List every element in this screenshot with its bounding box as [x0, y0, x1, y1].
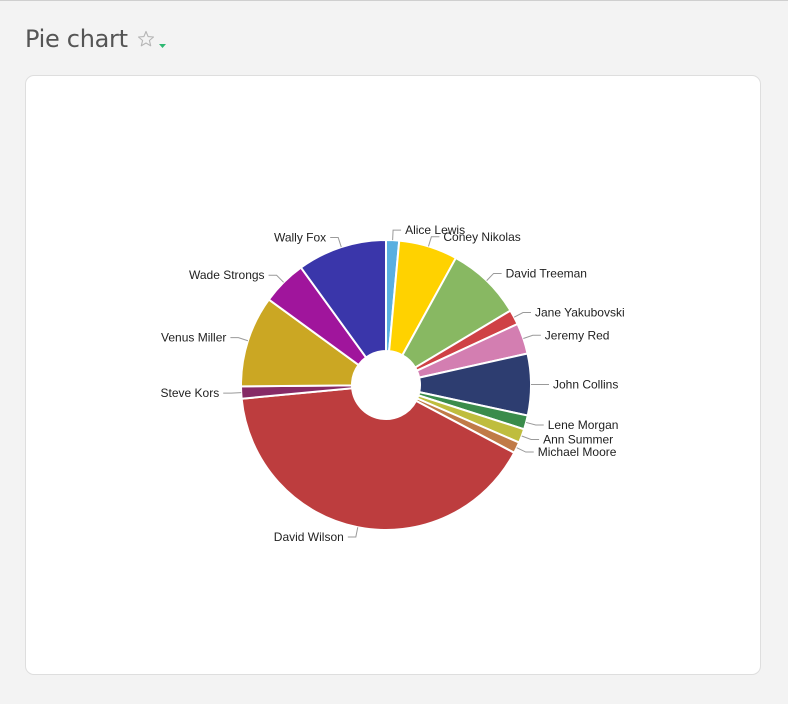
- page-title: Pie chart: [25, 25, 128, 53]
- slice-label: Michael Moore: [538, 445, 617, 459]
- leader-line: [513, 312, 532, 318]
- page-header: Pie chart: [25, 22, 167, 56]
- slice-label: Jeremy Red: [545, 328, 610, 342]
- slice-label: Steve Kors: [161, 386, 220, 400]
- pie-slice[interactable]: [299, 239, 387, 359]
- leader-line: [268, 274, 284, 283]
- chart-card: Alice Lewis Coney Nikolas David Treeman Jan…: [25, 75, 761, 675]
- slice-label: Wade Strongs: [189, 268, 265, 282]
- slice-label: Wally Fox: [274, 231, 326, 245]
- slice-label: David Wilson: [274, 530, 344, 544]
- pie-slice[interactable]: [240, 387, 516, 531]
- leader-line: [330, 237, 342, 248]
- slice-label: Coney Nikolas: [443, 230, 520, 244]
- slice-label: Ann Summer: [543, 432, 613, 446]
- leader-line: [486, 272, 502, 281]
- leader-line: [230, 337, 249, 342]
- star-icon[interactable]: [137, 30, 155, 48]
- leader-line: [392, 229, 402, 241]
- pie-slice[interactable]: [240, 298, 360, 388]
- slices: [240, 239, 532, 531]
- leader-line: [223, 392, 242, 394]
- leader-line: [521, 435, 540, 440]
- caret-down-icon[interactable]: [158, 36, 167, 48]
- slice-label: Venus Miller: [161, 331, 226, 345]
- leader-line: [516, 447, 534, 453]
- slice-label: Alice Lewis: [405, 223, 465, 237]
- slice-label: Jane Yakubovski: [535, 306, 625, 320]
- leader-line: [427, 236, 440, 247]
- slice-label: David Treeman: [506, 266, 587, 280]
- top-divider: [0, 0, 788, 1]
- leader-line: [525, 421, 544, 426]
- slice-label: Lene Morgan: [548, 418, 619, 432]
- leader-line: [347, 527, 359, 538]
- leader-line: [523, 334, 541, 339]
- slice-label: John Collins: [553, 377, 618, 391]
